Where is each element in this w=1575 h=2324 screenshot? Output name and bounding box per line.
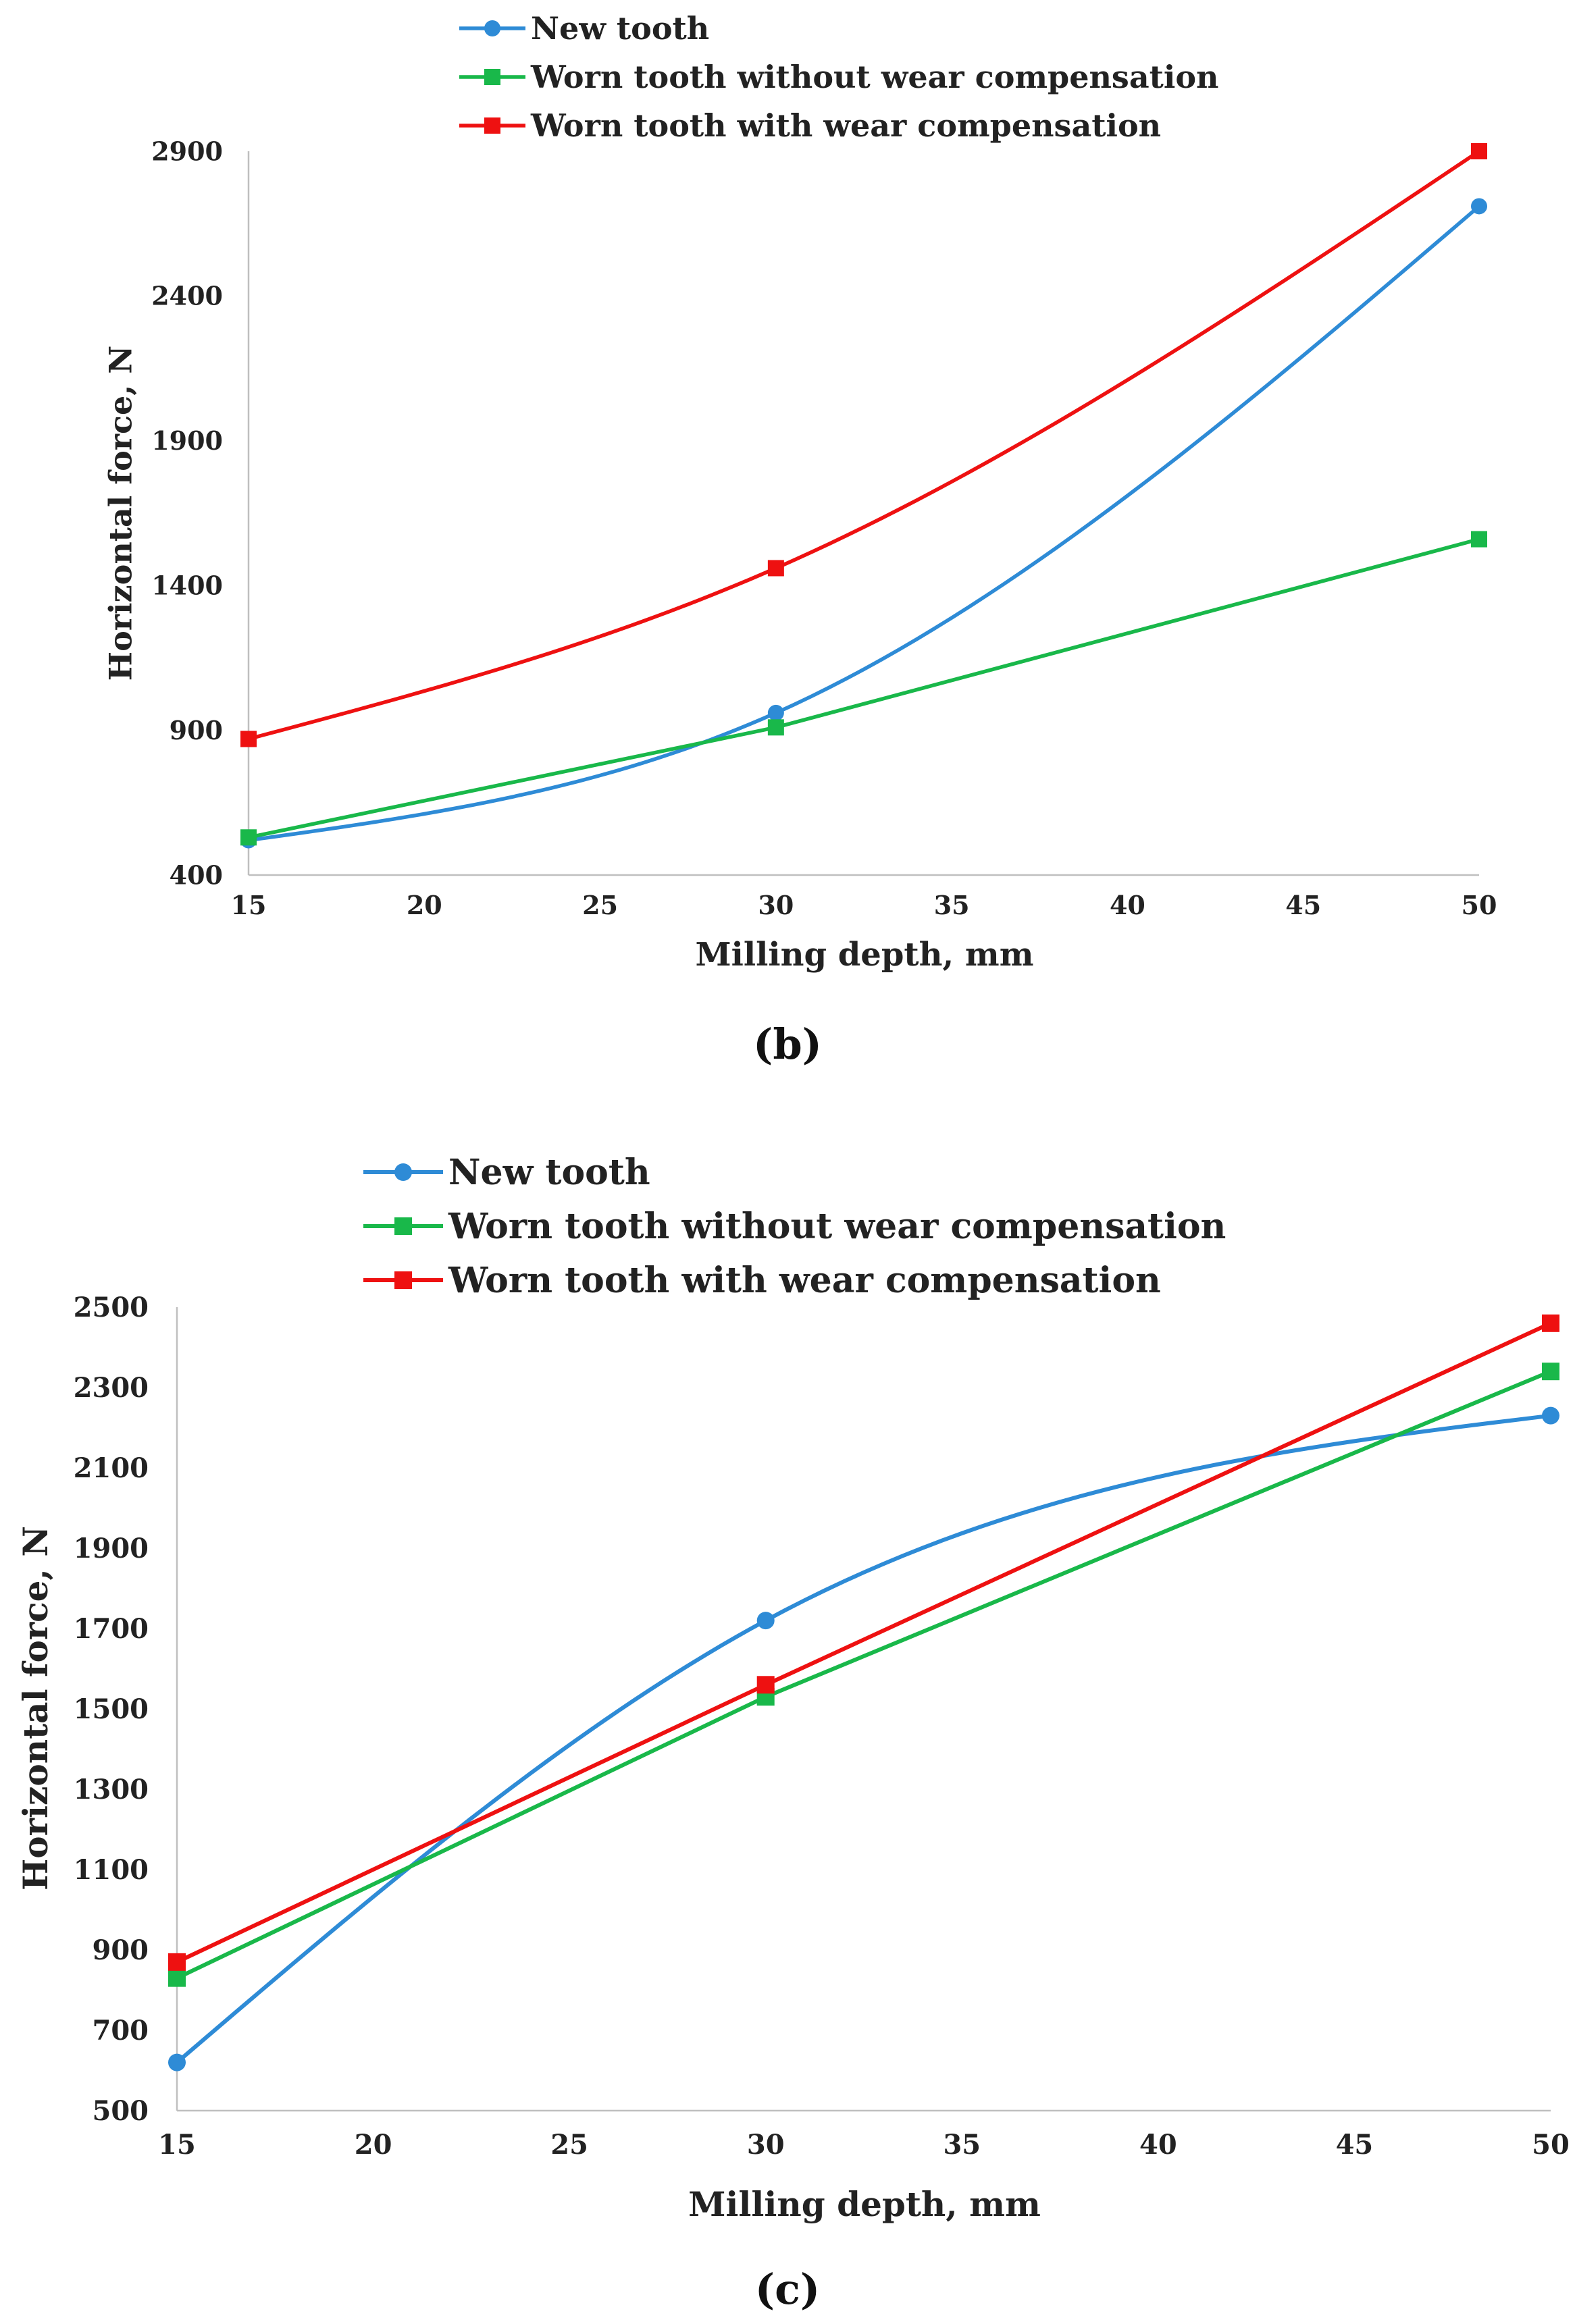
legend-label: Worn tooth with wear compensation — [448, 1260, 1161, 1301]
y-axis-title: Horizontal force, N — [16, 1526, 55, 1891]
x-tick-label: 20 — [355, 2129, 392, 2161]
data-point-worn-tooth-with-wear-compensation — [756, 1676, 775, 1694]
data-point-new-tooth — [168, 2053, 186, 2071]
legend-marker — [394, 1163, 412, 1181]
legend-marker — [484, 20, 500, 36]
data-point-worn-tooth-with-wear-compensation — [767, 560, 784, 577]
legend-marker — [394, 1271, 412, 1289]
y-tick-label: 1900 — [74, 1533, 149, 1564]
x-tick-label: 30 — [747, 2129, 785, 2161]
series-line-worn-tooth-with-wear-compensation — [248, 149, 1480, 741]
legend-label: New tooth — [531, 10, 709, 47]
y-tick-label: 2300 — [74, 1372, 149, 1404]
y-tick-label: 1100 — [74, 1854, 149, 1886]
data-point-worn-tooth-with-wear-compensation — [1542, 1314, 1559, 1332]
legend-label: Worn tooth with wear compensation — [530, 107, 1161, 144]
data-point-new-tooth — [1471, 198, 1487, 215]
y-axis-title: Horizontal force, N — [102, 346, 138, 681]
x-tick-label: 35 — [943, 2129, 981, 2161]
y-tick-label: 400 — [170, 860, 223, 890]
data-point-worn-tooth-without-wear-compensation — [1471, 531, 1487, 548]
y-tick-label: 900 — [170, 715, 223, 745]
x-axis-title: Milling depth, mm — [688, 2184, 1041, 2224]
y-tick-label: 1400 — [151, 571, 223, 601]
data-point-worn-tooth-without-wear-compensation — [240, 829, 257, 846]
x-tick-label: 15 — [231, 890, 267, 920]
x-tick-label: 40 — [1139, 2129, 1177, 2161]
x-axis-title: Milling depth, mm — [696, 936, 1034, 974]
y-tick-label: 500 — [93, 2095, 149, 2127]
data-point-new-tooth — [756, 1612, 775, 1630]
x-tick-label: 40 — [1110, 890, 1145, 920]
y-tick-label: 2100 — [74, 1452, 149, 1484]
legend-marker — [394, 1217, 412, 1235]
legend-label: New tooth — [448, 1152, 650, 1193]
legend-marker — [484, 69, 500, 85]
y-tick-label: 1700 — [74, 1613, 149, 1645]
x-tick-label: 20 — [407, 890, 442, 920]
data-point-worn-tooth-without-wear-compensation — [1542, 1363, 1559, 1381]
x-tick-label: 30 — [758, 890, 794, 920]
legend-marker — [484, 117, 500, 134]
x-tick-label: 50 — [1532, 2129, 1570, 2161]
series-line-worn-tooth-with-wear-compensation — [176, 1321, 1552, 1964]
x-tick-label: 15 — [158, 2129, 196, 2161]
y-tick-label: 1500 — [74, 1693, 149, 1725]
y-tick-label: 2400 — [151, 281, 223, 311]
series-line-new-tooth — [176, 1413, 1551, 2064]
chart-c: 500 700 900 1100 1300 1500 1700 1900 2100 2300 250… — [16, 1152, 1570, 2314]
data-point-worn-tooth-with-wear-compensation — [240, 731, 257, 747]
y-tick-label: 1300 — [74, 1774, 149, 1805]
data-point-worn-tooth-with-wear-compensation — [1471, 143, 1487, 159]
series-line-new-tooth — [248, 205, 1480, 843]
legend-label: Worn tooth without wear compensation — [530, 59, 1218, 95]
data-point-new-tooth — [767, 704, 784, 721]
chart-b: 400 900 1400 1900 2400 2900 15 20 25 30 35 40 45 50 Mi… — [102, 10, 1497, 1069]
x-tick-label: 45 — [1336, 2129, 1374, 2161]
x-tick-label: 45 — [1285, 890, 1321, 920]
x-tick-label: 25 — [582, 890, 618, 920]
y-tick-label: 700 — [93, 2015, 149, 2046]
data-point-worn-tooth-with-wear-compensation — [168, 1953, 186, 1971]
panel-label: (c) — [755, 2265, 820, 2314]
y-tick-label: 1900 — [151, 425, 223, 456]
y-tick-label: 900 — [93, 1934, 149, 1966]
data-point-worn-tooth-without-wear-compensation — [168, 1969, 186, 1987]
y-tick-label: 2500 — [74, 1292, 149, 1323]
y-tick-label: 2900 — [151, 136, 223, 166]
legend-label: Worn tooth without wear compensation — [448, 1206, 1226, 1247]
x-tick-label: 25 — [550, 2129, 588, 2161]
x-tick-label: 35 — [934, 890, 970, 920]
x-tick-label: 50 — [1462, 890, 1497, 920]
data-point-worn-tooth-without-wear-compensation — [767, 719, 784, 736]
data-point-new-tooth — [1542, 1406, 1559, 1425]
panel-label: (b) — [753, 1020, 822, 1069]
